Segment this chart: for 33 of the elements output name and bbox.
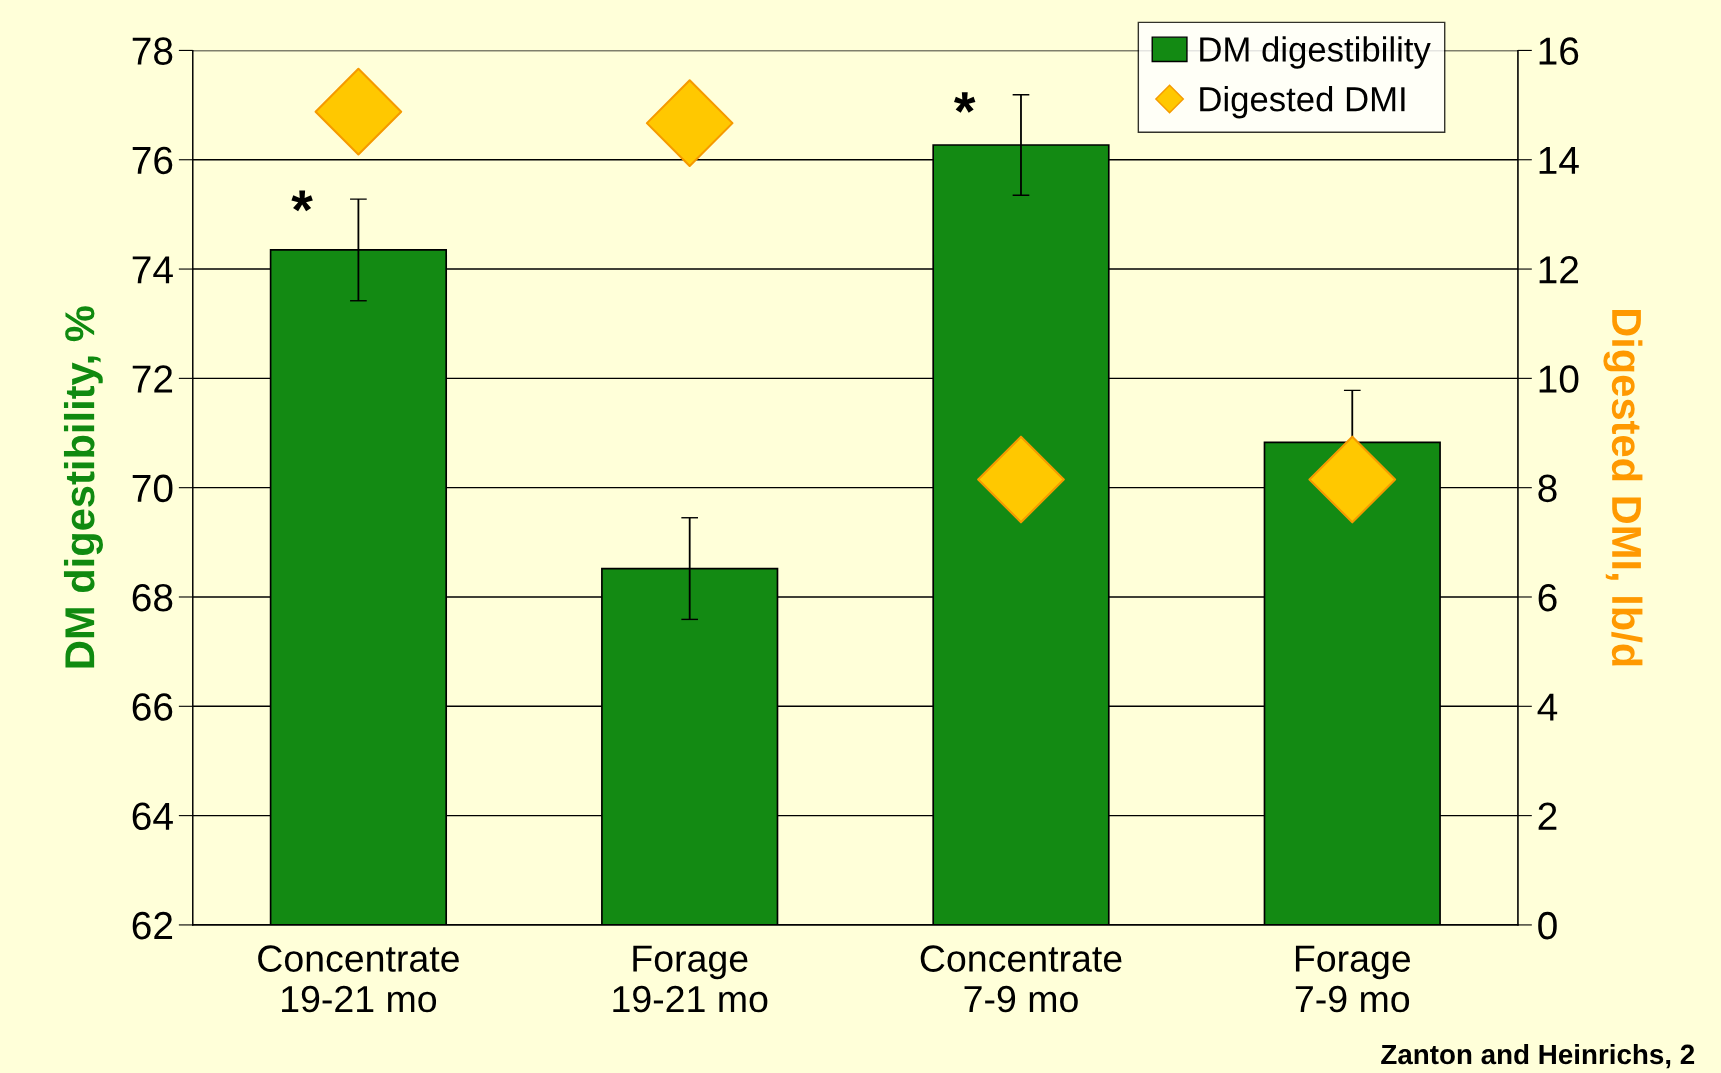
legend-label: DM digestibility — [1200, 36, 1431, 69]
x-tick-label: Forage 7-9 mo — [1295, 945, 1411, 1013]
y-tick-label: 66 — [132, 693, 173, 721]
y-tick-label: 62 — [132, 911, 173, 940]
annotation: * — [291, 190, 313, 212]
y-tick-label: 78 — [132, 37, 173, 65]
text: Zanton and Heinrichs, 2 — [1381, 1043, 1695, 1069]
y2-tick-label: 16 — [1539, 37, 1579, 65]
point — [645, 79, 734, 167]
point — [314, 67, 403, 156]
x-tick-label: Concentrate 19-21 mo — [258, 945, 459, 1013]
y2-tick-label: 14 — [1539, 147, 1579, 174]
y2-tick-label: 12 — [1539, 255, 1578, 284]
y-axis-title: DM digestibility, % — [63, 306, 103, 668]
point — [1308, 435, 1397, 524]
y-tick-label: 64 — [132, 802, 173, 831]
y2-tick-label: 2 — [1538, 802, 1557, 830]
y2-tick-label: 8 — [1538, 474, 1557, 503]
annotation: * — [954, 92, 976, 113]
y-tick-label: 72 — [132, 365, 173, 393]
x-tick-label: Forage 19-21 mo — [613, 945, 768, 1013]
y-tick-label: 76 — [132, 146, 173, 175]
y-tick-label: 70 — [132, 474, 173, 503]
y-tick-label: 68 — [132, 583, 173, 612]
y2-tick-label: 10 — [1539, 365, 1579, 393]
y-tick-label: 74 — [132, 256, 173, 284]
point — [977, 435, 1065, 524]
y2-tick-label: 0 — [1538, 911, 1557, 940]
legend-label: Digested DMI — [1200, 86, 1405, 119]
y2-tick-label: 6 — [1538, 583, 1557, 612]
x-tick-label: Concentrate 7-9 mo — [920, 945, 1122, 1013]
y2-axis-title: Digested DMI, lb/d — [1603, 309, 1643, 666]
y2-tick-label: 4 — [1537, 693, 1558, 721]
